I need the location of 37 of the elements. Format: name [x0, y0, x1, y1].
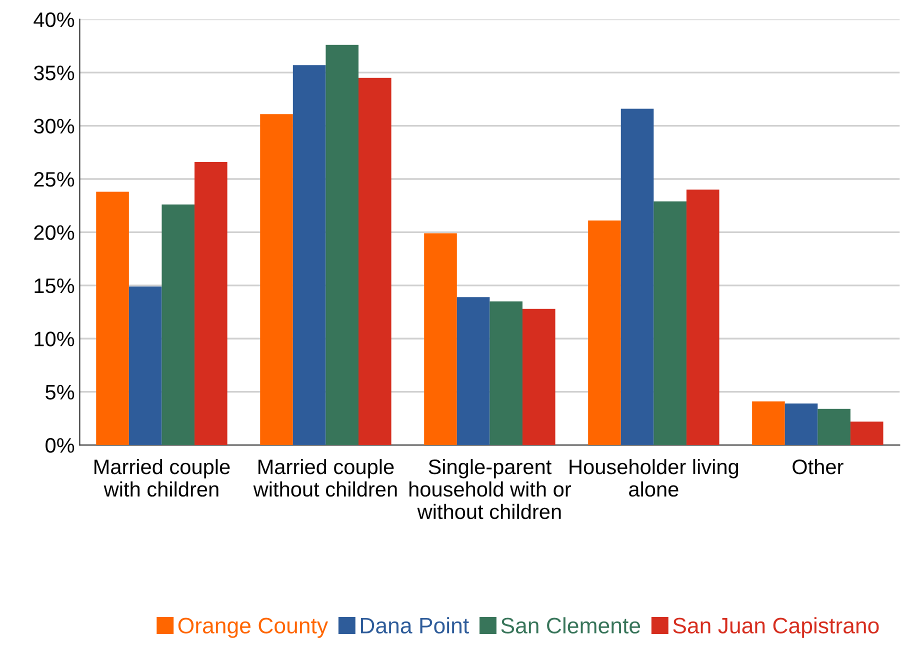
- y-tick-label: 5%: [46, 384, 74, 400]
- x-tick-label: Married couple without children: [253, 458, 397, 497]
- bar: [686, 190, 720, 446]
- y-tick-label: 10%: [34, 332, 74, 346]
- x-tick-label: Householder living alone: [570, 458, 738, 497]
- bar: [654, 201, 686, 446]
- bar: [162, 204, 195, 446]
- y-tick-label: 20%: [34, 225, 74, 240]
- y-tick-label: 35%: [34, 66, 74, 80]
- bar: [292, 65, 326, 446]
- bar: [456, 297, 490, 446]
- legend-label: San Clemente: [501, 617, 640, 634]
- bar: [194, 162, 228, 446]
- bar: [588, 220, 621, 446]
- y-tick-label: 25%: [34, 172, 74, 187]
- x-tick-label: Other: [792, 458, 844, 474]
- bar: [128, 286, 162, 446]
- bar: [260, 114, 293, 446]
- y-tick-label: 15%: [34, 278, 74, 294]
- bar: [326, 44, 359, 446]
- legend-label: Dana Point: [360, 617, 469, 634]
- bar: [358, 78, 392, 446]
- bar: [490, 301, 522, 446]
- x-tick-label: Married couple with children: [94, 458, 230, 497]
- legend-label: San Juan Capistrano: [673, 617, 879, 638]
- y-tick-label: 40%: [34, 12, 74, 28]
- y-tick-label: 0%: [46, 438, 74, 453]
- legend-label: Orange County: [178, 618, 328, 638]
- bar: [424, 233, 457, 446]
- bar: [96, 192, 129, 446]
- bar: [850, 422, 884, 446]
- bar: [522, 308, 556, 446]
- bar: [818, 408, 850, 446]
- bar: [784, 404, 818, 446]
- y-tick-label: 30%: [34, 118, 74, 134]
- bar: [620, 108, 654, 446]
- bar: [752, 401, 785, 446]
